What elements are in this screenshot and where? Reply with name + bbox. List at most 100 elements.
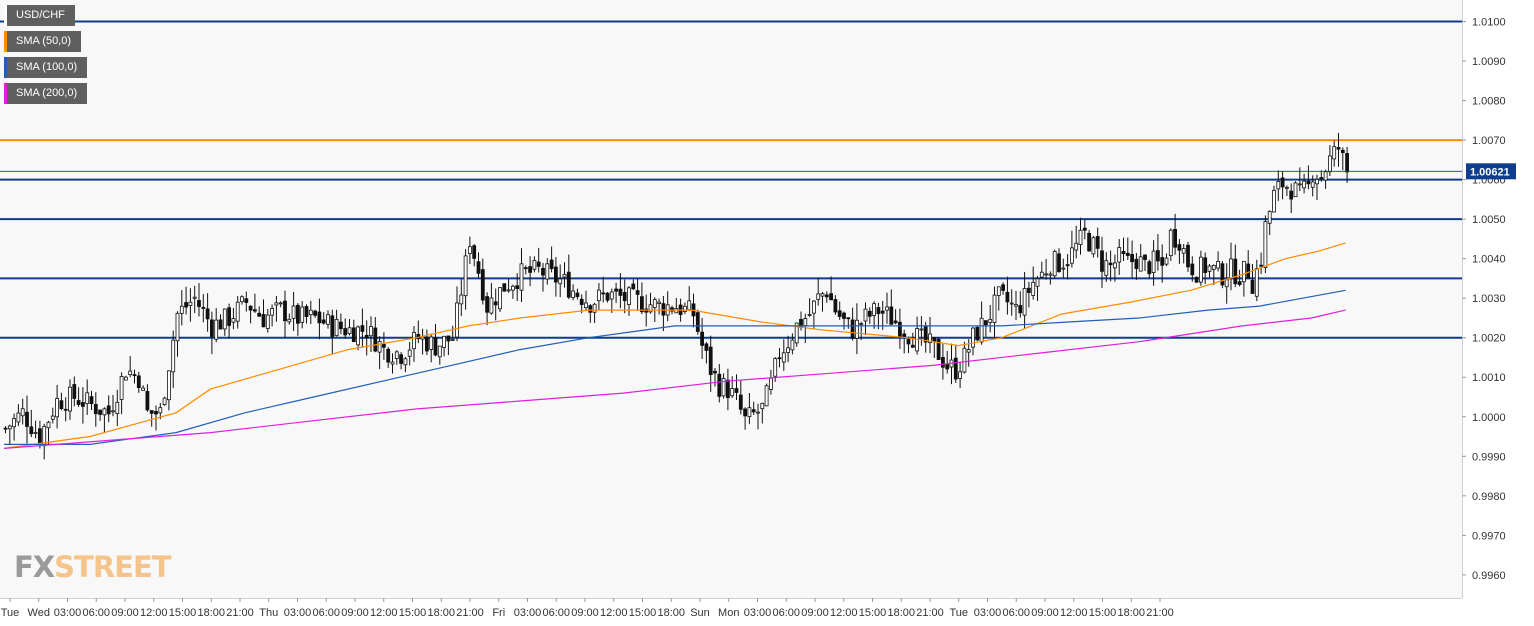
- candle-body: [936, 338, 941, 360]
- legend-swatch: [4, 57, 7, 78]
- candle-body: [102, 408, 107, 416]
- legend-item-sma-100: SMA (100,0): [4, 57, 88, 78]
- candle-body: [523, 267, 528, 270]
- candle-body: [321, 319, 326, 324]
- candle-body: [330, 315, 335, 337]
- candle-body: [1100, 250, 1104, 272]
- candle-body: [867, 310, 872, 317]
- candle-body: [317, 311, 322, 324]
- candle-body: [708, 346, 713, 376]
- candle-body: [1095, 236, 1100, 249]
- candle-body: [300, 306, 305, 323]
- candle-body: [347, 327, 352, 335]
- candle-body: [648, 304, 653, 313]
- candle-body: [773, 358, 778, 377]
- y-tick-label: 1.0080: [1472, 96, 1506, 108]
- x-tick-label: 15:00: [399, 607, 427, 619]
- candle-body: [1229, 258, 1233, 279]
- x-tick-label: Tue: [1, 607, 20, 619]
- candle-body: [1104, 260, 1109, 276]
- candle-body: [953, 357, 958, 380]
- candle-body: [472, 245, 477, 259]
- candle-body: [657, 301, 661, 304]
- candle-body: [1134, 258, 1139, 269]
- candle-body: [76, 400, 81, 405]
- candle-body: [670, 307, 674, 312]
- candle-body: [98, 409, 102, 415]
- candle-body: [1216, 260, 1220, 269]
- candle-body: [89, 396, 94, 405]
- candle-body: [72, 384, 77, 399]
- candle-body: [906, 339, 911, 345]
- candle-body: [360, 325, 365, 332]
- candle-body: [124, 376, 128, 381]
- candle-body: [769, 377, 773, 390]
- candle-body: [971, 327, 975, 348]
- candle-body: [1138, 256, 1143, 272]
- candle-body: [442, 335, 447, 348]
- candle-body: [179, 305, 184, 314]
- candle-body: [1259, 264, 1263, 267]
- candle-body: [261, 314, 266, 328]
- candle-body: [777, 357, 782, 360]
- candle-body: [622, 292, 627, 302]
- x-tick-label: 09:00: [801, 607, 829, 619]
- x-tick-label: 18:00: [427, 607, 455, 619]
- candle-body: [222, 308, 227, 330]
- candle-body: [1319, 177, 1324, 179]
- candle-body: [726, 379, 730, 399]
- candle-body: [446, 335, 451, 342]
- candle-body: [270, 308, 275, 316]
- candle-body: [635, 290, 640, 295]
- candle-body: [743, 408, 747, 417]
- candle-body: [1048, 273, 1053, 276]
- x-tick-label: 12:00: [140, 607, 168, 619]
- candle-body: [145, 391, 150, 411]
- candle-body: [1276, 181, 1281, 190]
- candle-body: [252, 309, 257, 312]
- candle-body: [846, 317, 851, 320]
- candle-body: [46, 421, 51, 429]
- candle-body: [1009, 302, 1014, 305]
- candle-body: [283, 300, 287, 322]
- candle-body: [450, 339, 455, 341]
- candle-body: [730, 388, 735, 397]
- x-tick-label: Mon: [718, 607, 739, 619]
- candle-body: [7, 425, 12, 430]
- candle-body: [1108, 262, 1113, 266]
- candle-body: [209, 319, 214, 337]
- candle-body: [364, 334, 369, 339]
- candle-body: [381, 343, 386, 348]
- candle-body: [893, 320, 898, 324]
- candle-body: [1263, 221, 1268, 268]
- candle-body: [859, 323, 864, 325]
- candle-body: [889, 306, 894, 325]
- candle-body: [463, 255, 468, 297]
- candle-body: [197, 300, 201, 307]
- candle-body: [584, 302, 588, 309]
- candle-body: [1340, 149, 1345, 154]
- x-tick-label: 06:00: [772, 607, 800, 619]
- candle-body: [803, 318, 808, 326]
- x-tick-label: 09:00: [571, 607, 599, 619]
- candle-body: [390, 361, 395, 365]
- sma-line: [3, 309, 1346, 449]
- candle-body: [941, 356, 945, 368]
- candle-body: [1177, 244, 1182, 251]
- candle-body: [588, 305, 593, 313]
- candle-body: [119, 376, 124, 400]
- candle-body: [386, 348, 391, 363]
- candle-body: [786, 347, 790, 353]
- candle-body: [1242, 260, 1246, 283]
- x-tick-label: 12:00: [1060, 607, 1088, 619]
- candle-body: [880, 310, 885, 314]
- candle-body: [1035, 278, 1040, 287]
- y-tick-label: 1.0100: [1472, 17, 1506, 29]
- legend-swatch: [4, 83, 7, 104]
- candle-body: [166, 370, 171, 401]
- candle-body: [334, 318, 339, 337]
- legend-swatch: [4, 5, 7, 26]
- candle-body: [480, 269, 485, 301]
